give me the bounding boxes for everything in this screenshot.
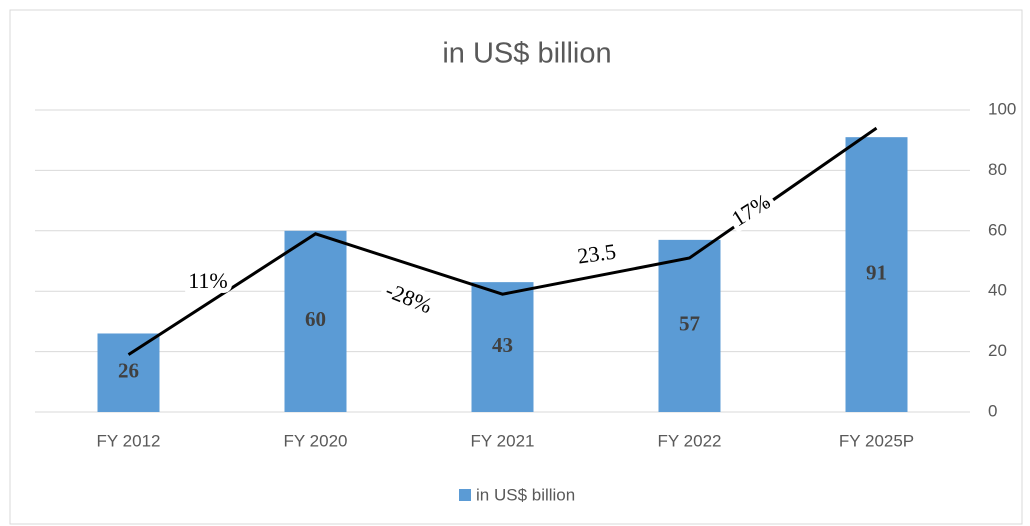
x-tick-label: FY 2012 xyxy=(97,431,161,450)
x-tick-label: FY 2022 xyxy=(658,431,722,450)
data-label: 91 xyxy=(866,260,887,284)
data-label: 57 xyxy=(679,312,700,336)
data-label: 26 xyxy=(118,359,139,383)
annotation: 23.5 xyxy=(576,239,618,269)
legend-swatch xyxy=(459,489,471,501)
data-label: 60 xyxy=(305,307,326,331)
y-tick-label: 40 xyxy=(988,281,1007,300)
x-tick-label: FY 2020 xyxy=(284,431,348,450)
data-label: 43 xyxy=(492,333,513,357)
bar xyxy=(97,333,160,412)
y-tick-label: 100 xyxy=(988,99,1016,118)
chart-title: in US$ billion xyxy=(442,38,611,70)
bar xyxy=(471,282,534,412)
legend-label: in US$ billion xyxy=(476,485,575,504)
y-tick-label: 20 xyxy=(988,341,1007,360)
x-tick-label: FY 2021 xyxy=(471,431,535,450)
bar xyxy=(845,137,908,412)
bar xyxy=(658,239,721,412)
y-tick-label: 60 xyxy=(988,220,1007,239)
y-tick-label: 80 xyxy=(988,160,1007,179)
annotation: 11% xyxy=(188,268,228,293)
y-tick-label: 0 xyxy=(988,401,997,420)
x-tick-label: FY 2025P xyxy=(839,431,914,450)
trend-line xyxy=(127,126,878,356)
bar xyxy=(284,230,347,412)
